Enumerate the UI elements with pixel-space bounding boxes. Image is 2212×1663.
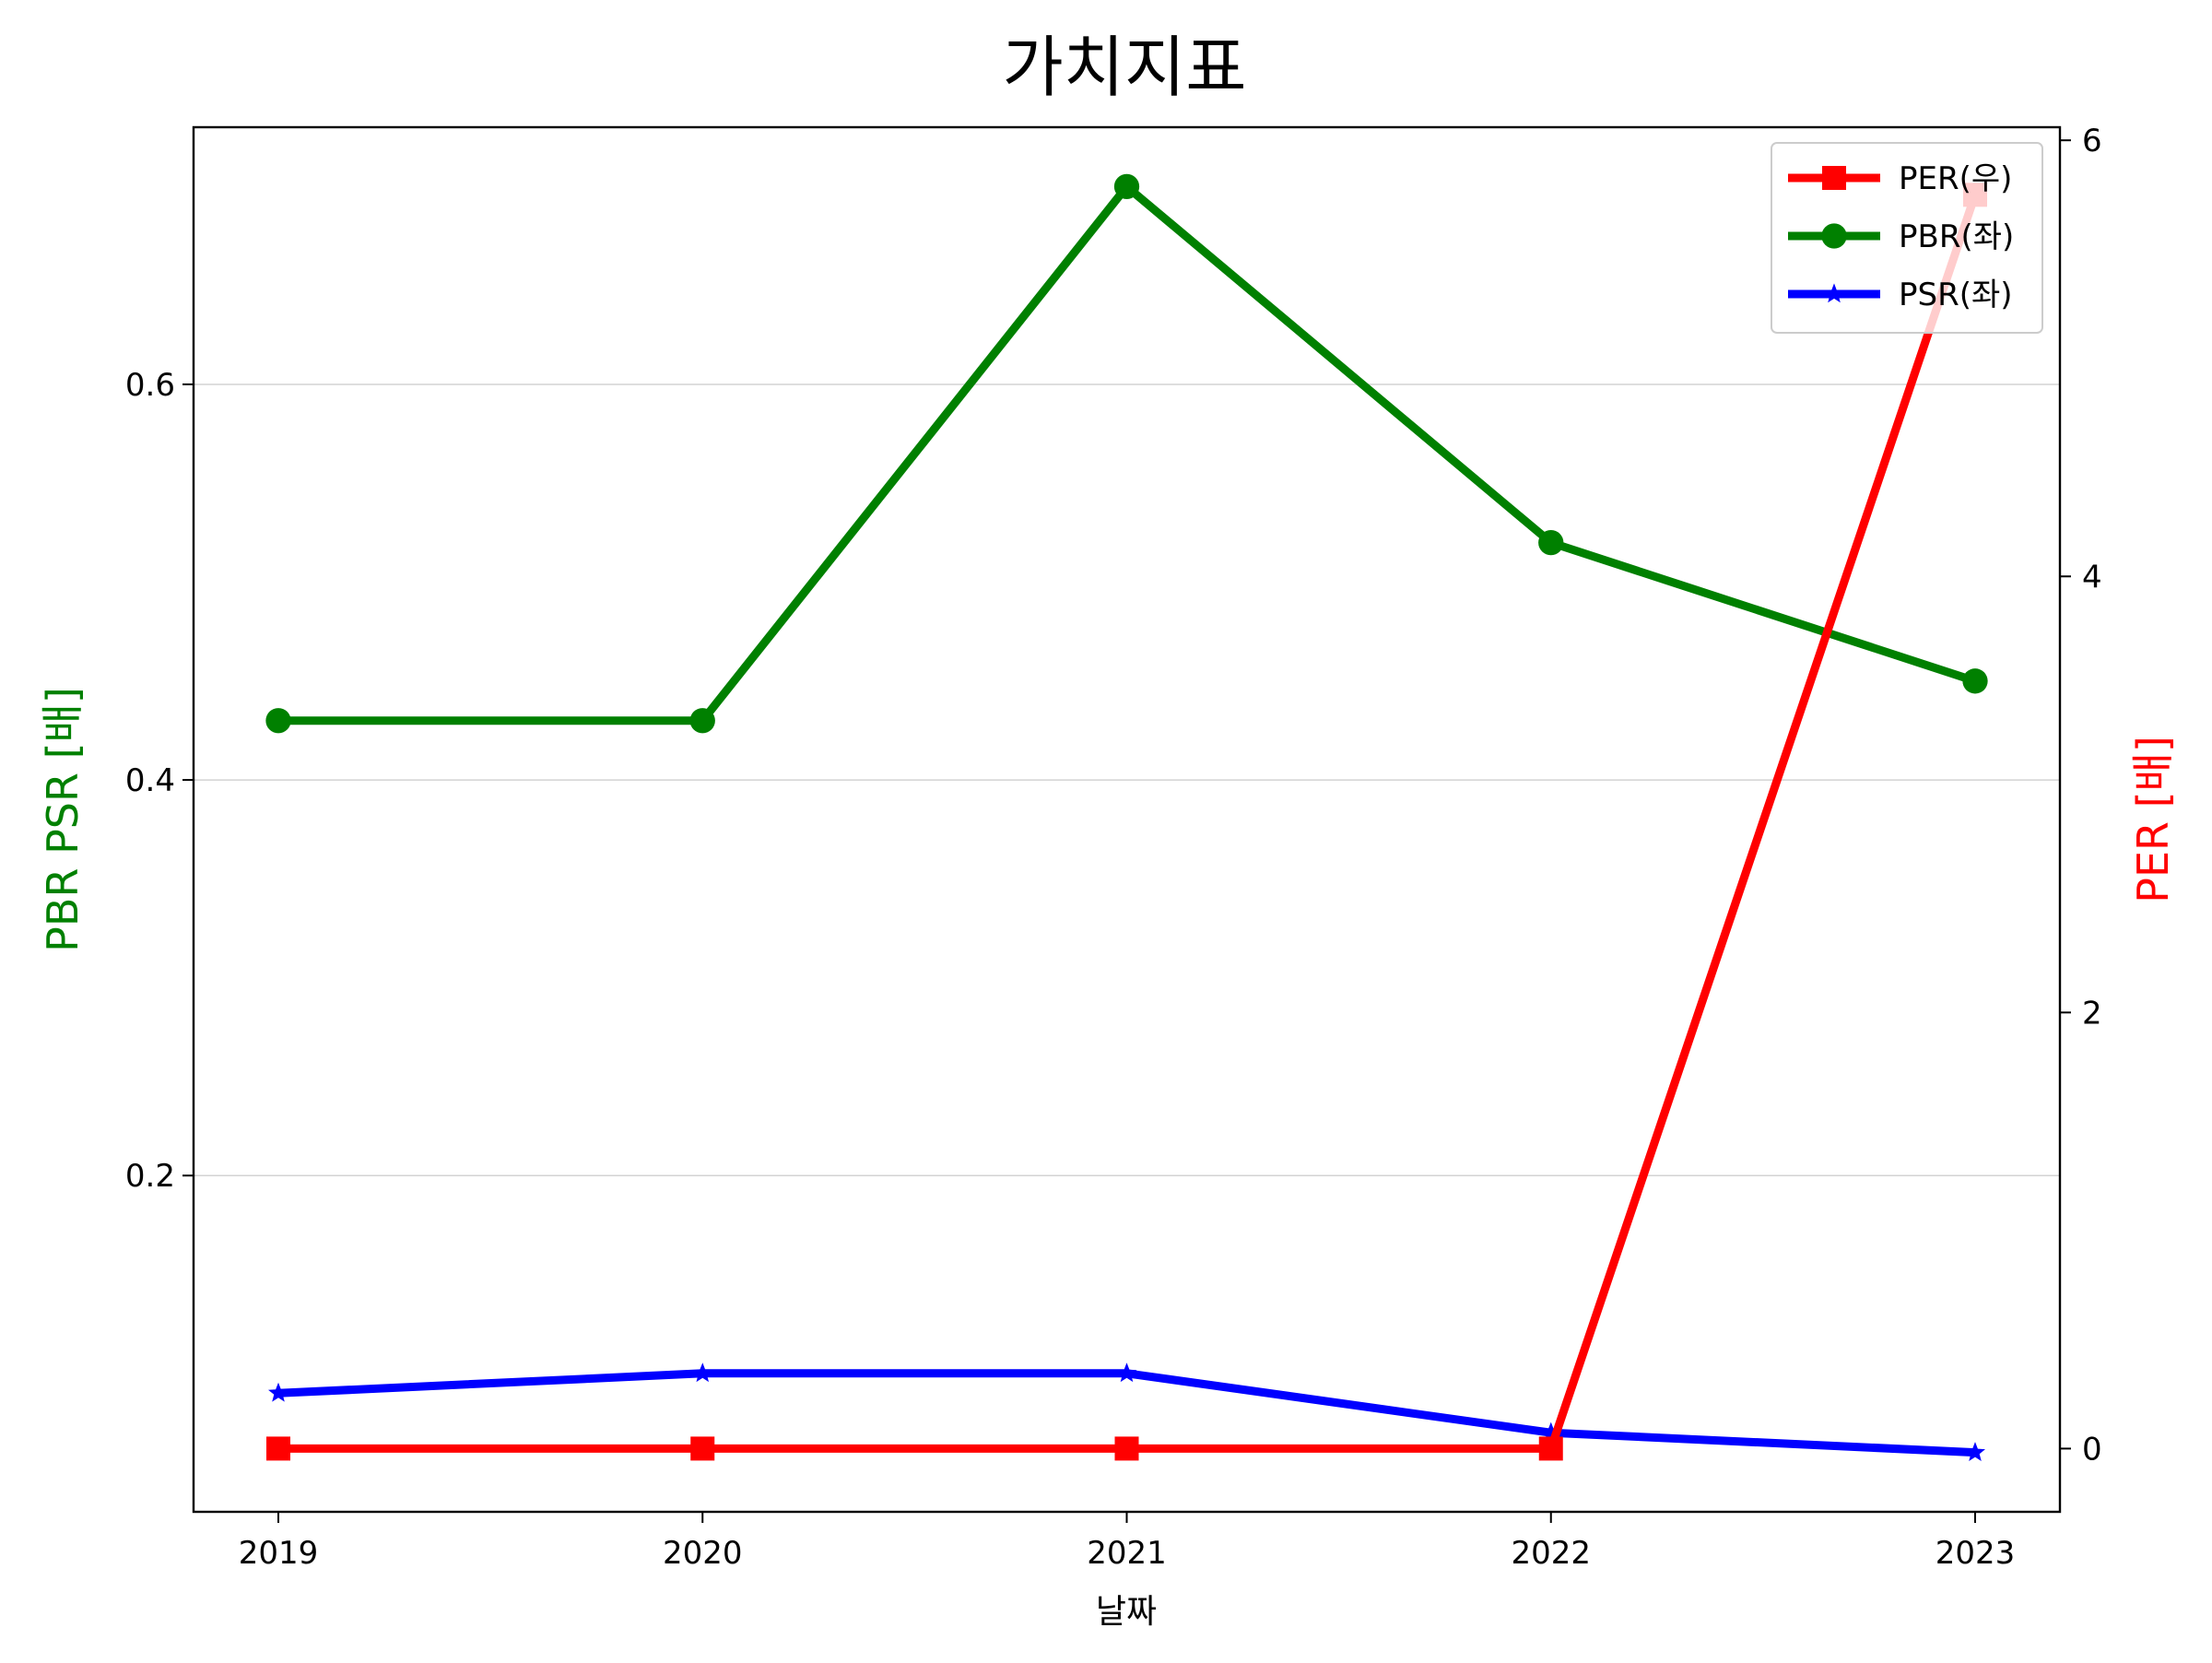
x-axis-ticks: 2019 2020 2021 2022 2023 (239, 1512, 2016, 1572)
left-axis-label: PBR PSR [배] (38, 687, 88, 952)
right-tick-label: 4 (2082, 559, 2102, 596)
legend-marker (1821, 223, 1847, 249)
data-point-pbr (1538, 529, 1564, 556)
right-tick-label: 2 (2082, 995, 2102, 1032)
legend-item-per: PER(우) (1788, 160, 2012, 197)
data-point-per (690, 1436, 715, 1461)
legend-label: PER(우) (1899, 160, 2012, 197)
data-point-pbr (689, 708, 715, 734)
left-axis-ticks: 0.2 0.4 0.6 (125, 367, 194, 1195)
legend-marker (1824, 283, 1844, 303)
legend-label: PBR(좌) (1899, 218, 2014, 255)
x-axis-label: 날짜 (1096, 1593, 1157, 1631)
data-point-psr (692, 1362, 713, 1383)
legend-item-pbr: PBR(좌) (1788, 218, 2014, 255)
data-point-psr (1116, 1362, 1137, 1383)
legend-item-psr: PSR(좌) (1788, 277, 2013, 313)
x-tick-label: 2020 (663, 1535, 743, 1572)
series-layer (265, 173, 1988, 1461)
legend-box (1771, 142, 2043, 334)
data-point-per (1538, 1436, 1563, 1461)
data-point-psr (1540, 1421, 1561, 1442)
data-point-per (1114, 1436, 1139, 1461)
series-pbr (265, 173, 1988, 734)
x-tick-label: 2021 (1087, 1535, 1167, 1572)
data-point-pbr (1113, 173, 1140, 200)
x-tick-label: 2022 (1511, 1535, 1591, 1572)
legend-marker (1822, 166, 1846, 190)
right-axis-ticks: 0 2 4 6 (2060, 123, 2102, 1468)
data-point-per (266, 1436, 290, 1461)
chart-legend: PER(우) PBR(좌) PSR(좌) (1771, 142, 2043, 334)
right-tick-label: 6 (2082, 123, 2102, 159)
x-tick-label: 2019 (239, 1535, 319, 1572)
grid-lines (194, 383, 2060, 1176)
right-tick-label: 0 (2082, 1431, 2102, 1468)
x-tick-label: 2023 (1936, 1535, 2016, 1572)
data-point-psr (268, 1382, 288, 1402)
data-point-pbr (1962, 668, 1988, 694)
left-tick-label: 0.6 (125, 367, 175, 404)
legend-label: PSR(좌) (1899, 277, 2013, 313)
series-psr (268, 1362, 1985, 1461)
chart-title: 가치지표 (1003, 29, 1247, 106)
right-axis-label: PER [배] (2128, 736, 2178, 903)
data-point-psr (1965, 1442, 1985, 1461)
left-tick-label: 0.2 (125, 1158, 175, 1195)
left-tick-label: 0.4 (125, 762, 175, 799)
data-point-pbr (265, 708, 291, 734)
